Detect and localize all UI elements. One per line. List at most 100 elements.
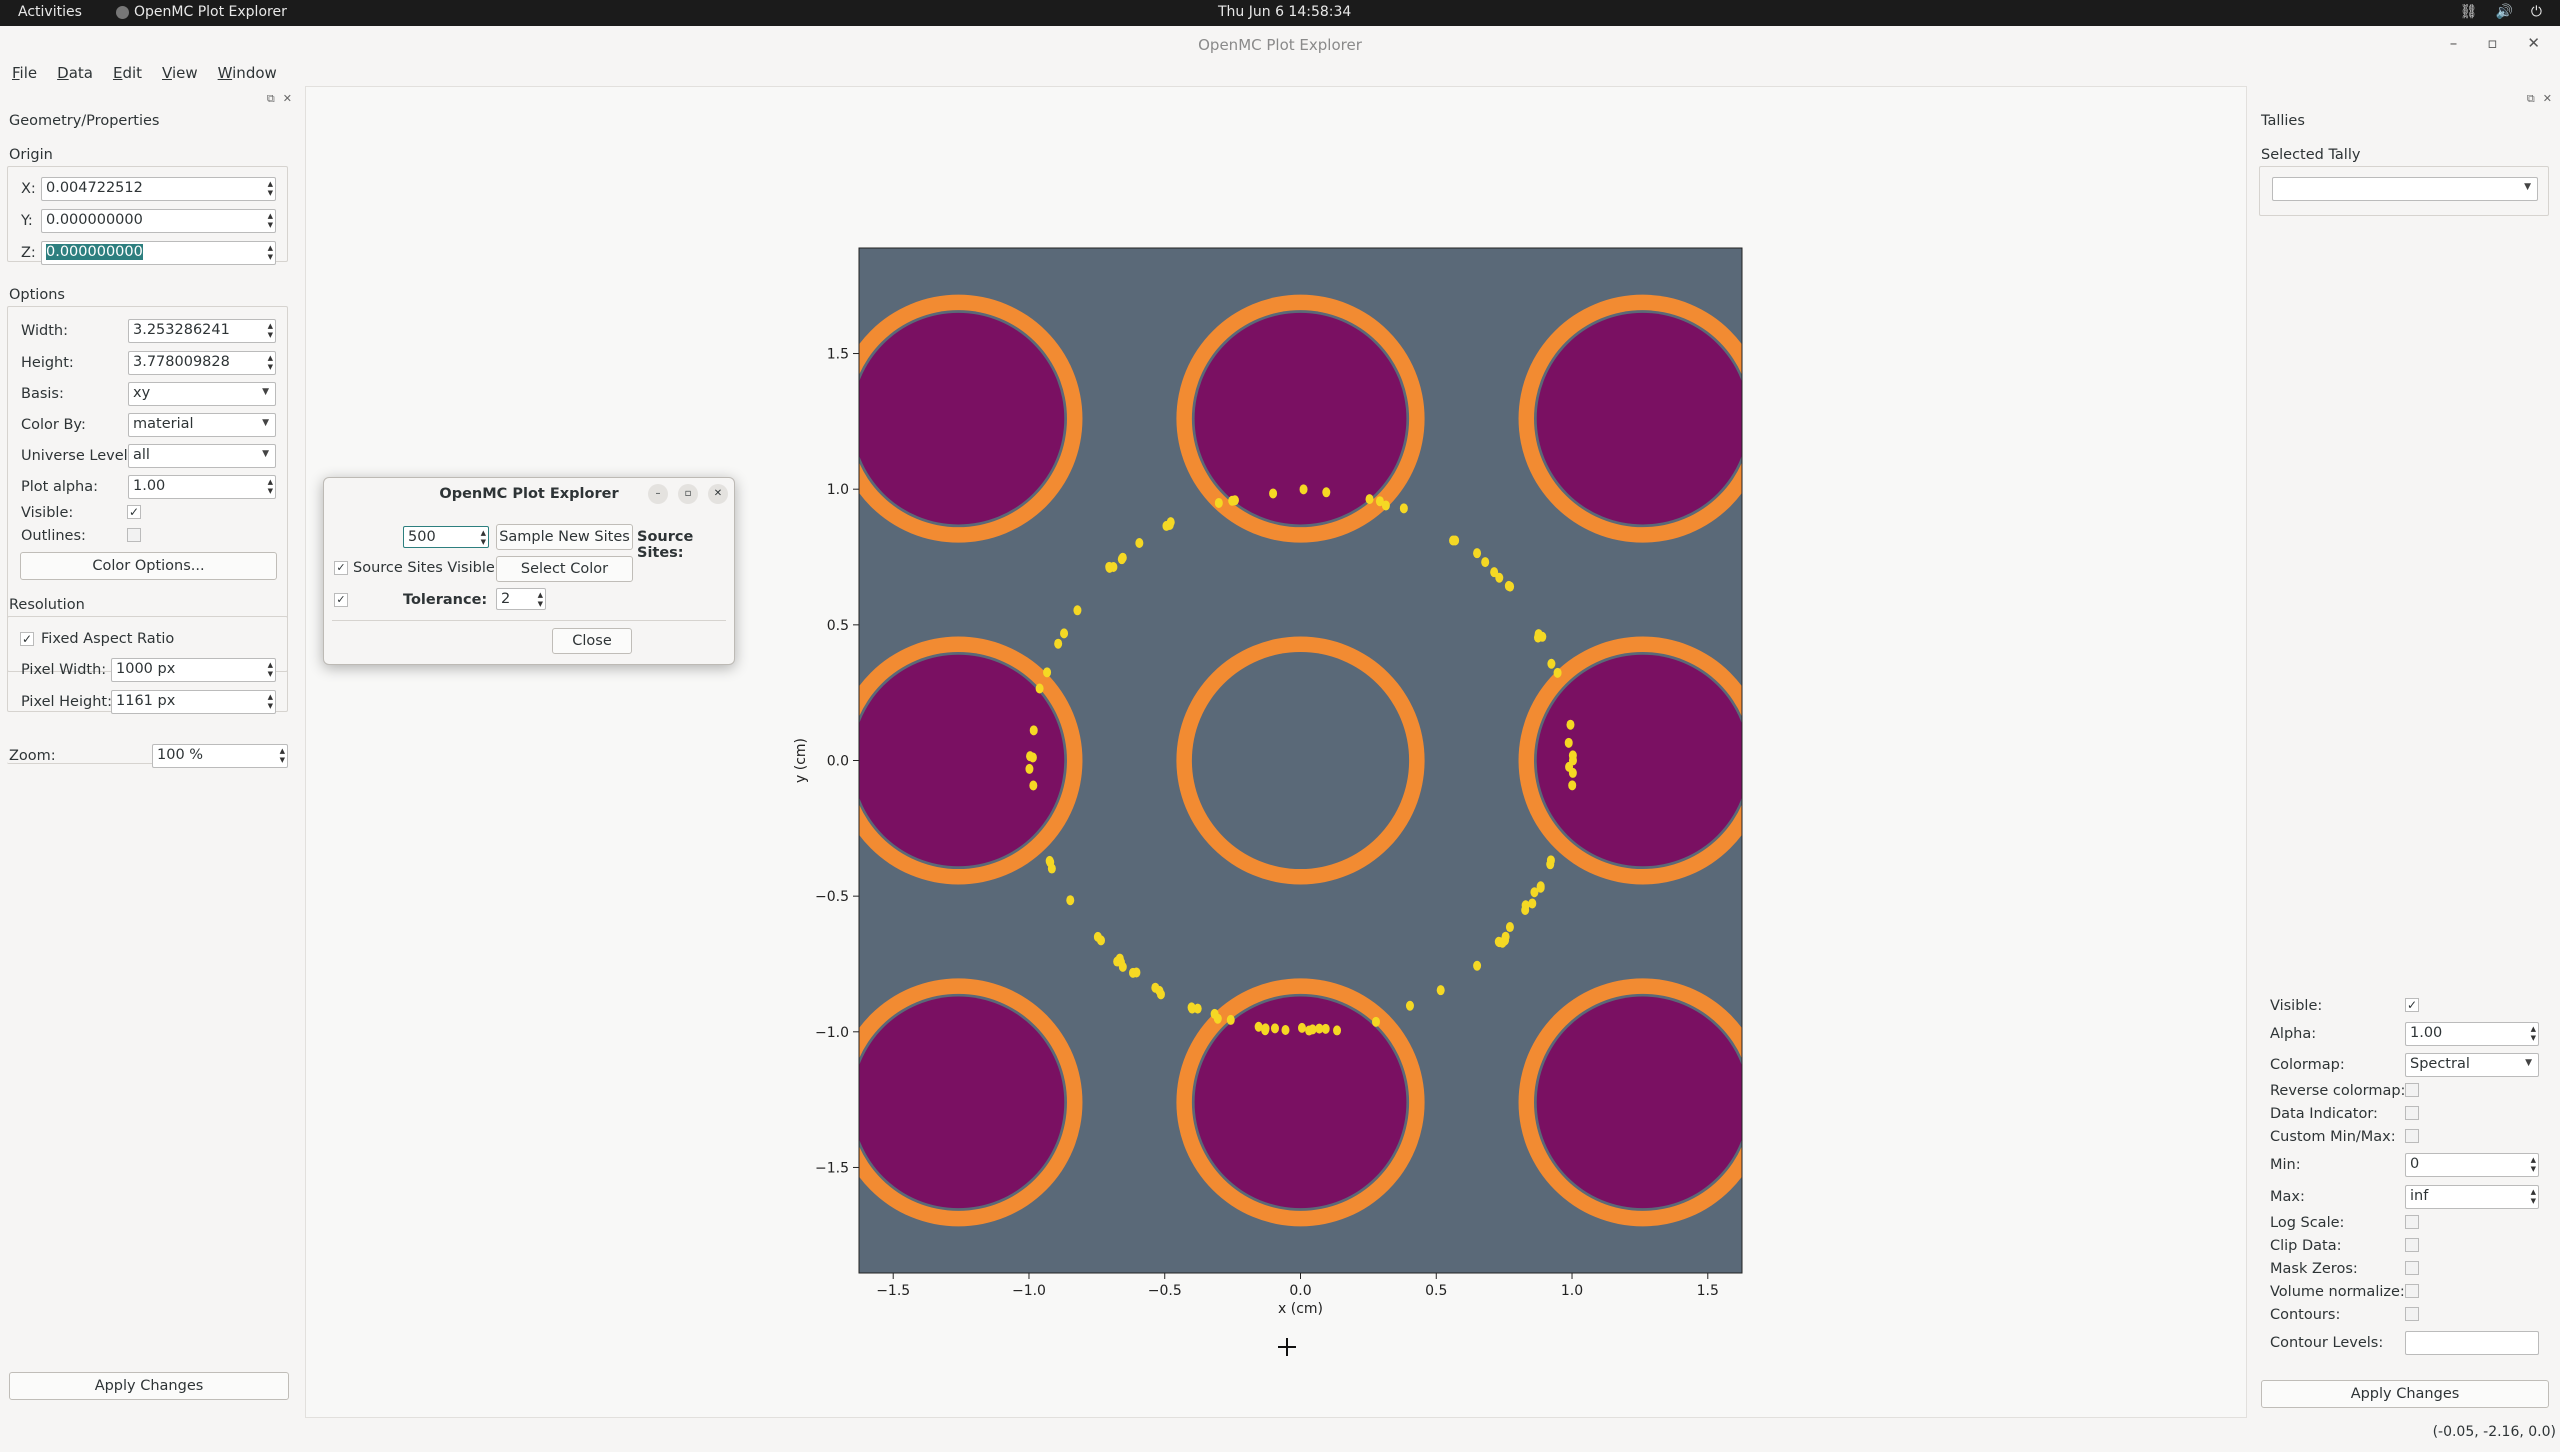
source-sites-label: Source Sites:	[637, 529, 734, 561]
system-tray[interactable]: ⛓ 🔊 ⏻	[2460, 4, 2542, 20]
pixel-height-input[interactable]: 1161 px▲▼	[111, 690, 276, 714]
spin-arrows-icon[interactable]: ▲▼	[481, 529, 486, 547]
width-input[interactable]: 3.253286241▲▼	[128, 319, 276, 343]
dialog-close-button[interactable]: Close	[552, 628, 632, 654]
tolerance-checkbox[interactable]: ✓	[334, 593, 348, 607]
visible-checkbox[interactable]: ✓	[127, 505, 141, 519]
outlines-checkbox[interactable]	[127, 528, 141, 542]
colorby-select[interactable]: material▼	[128, 413, 276, 437]
reverse-colormap-label: Reverse colormap:	[2270, 1083, 2405, 1099]
zoom-input[interactable]: 100 %▲▼	[152, 744, 288, 768]
sample-new-sites-button[interactable]: Sample New Sites	[496, 524, 633, 550]
source-site-point	[1569, 768, 1577, 778]
universe-label: Universe Level:	[21, 448, 133, 464]
dock-close-icon[interactable]: ✕	[283, 92, 292, 106]
float-icon[interactable]: ⧉	[267, 92, 275, 106]
y-tick-label: 0.0	[827, 754, 849, 770]
y-tick-label: −1.5	[815, 1160, 849, 1176]
activities-button[interactable]: Activities	[18, 4, 82, 20]
fixed-aspect-checkbox[interactable]: ✓	[20, 632, 34, 646]
source-sites-visible-checkbox[interactable]: ✓	[334, 561, 348, 575]
spin-arrows-icon[interactable]: ▲▼	[268, 212, 273, 230]
width-label: Width:	[21, 323, 68, 339]
height-input[interactable]: 3.778009828▲▼	[128, 351, 276, 375]
spin-arrows-icon[interactable]: ▲▼	[268, 322, 273, 340]
selected-tally-label: Selected Tally	[2261, 147, 2360, 163]
spin-arrows-icon[interactable]: ▲▼	[538, 591, 543, 609]
contour-levels-input[interactable]	[2405, 1331, 2539, 1355]
spin-arrows-icon[interactable]: ▲▼	[2531, 1025, 2536, 1043]
min-input[interactable]: 0▲▼	[2405, 1153, 2539, 1177]
spin-arrows-icon[interactable]: ▲▼	[268, 478, 273, 496]
basis-select[interactable]: xy▼	[128, 382, 276, 406]
spin-arrows-icon[interactable]: ▲▼	[268, 661, 273, 679]
spin-arrows-icon[interactable]: ▲▼	[268, 244, 273, 262]
apply-changes-button[interactable]: Apply Changes	[9, 1372, 289, 1400]
tolerance-input[interactable]: 2▲▼	[496, 588, 546, 610]
close-icon[interactable]: ✕	[708, 484, 728, 504]
origin-y-input[interactable]: 0.000000000▲▼	[41, 209, 276, 233]
maximize-icon[interactable]: ▫	[678, 484, 698, 504]
dock-close-icon[interactable]: ✕	[2543, 92, 2552, 106]
volume-icon[interactable]: 🔊	[2495, 4, 2512, 20]
color-options-button[interactable]: Color Options...	[20, 552, 277, 580]
mask-zeros-checkbox[interactable]	[2405, 1261, 2419, 1275]
source-site-point	[1135, 538, 1143, 548]
clock[interactable]: Thu Jun 6 14:58:34	[1218, 4, 1351, 20]
tally-visible-checkbox[interactable]: ✓	[2405, 998, 2419, 1012]
reverse-colormap-checkbox[interactable]	[2405, 1083, 2419, 1097]
source-site-point	[1043, 667, 1051, 677]
minimize-icon[interactable]: –	[648, 484, 668, 504]
tally-apply-changes-button[interactable]: Apply Changes	[2261, 1380, 2549, 1408]
log-scale-checkbox[interactable]	[2405, 1215, 2419, 1229]
data-indicator-checkbox[interactable]	[2405, 1106, 2419, 1120]
universe-select[interactable]: all▼	[128, 444, 276, 468]
power-icon[interactable]: ⏻	[2531, 4, 2542, 20]
tally-alpha-input[interactable]: 1.00▲▼	[2405, 1022, 2539, 1046]
source-site-point	[1473, 548, 1481, 558]
menu-window[interactable]: Window	[216, 64, 279, 86]
colormap-select[interactable]: Spectral▼	[2405, 1053, 2539, 1077]
spin-arrows-icon[interactable]: ▲▼	[280, 747, 285, 765]
menu-edit[interactable]: Edit	[111, 64, 144, 86]
source-site-point	[1506, 922, 1514, 932]
spin-arrows-icon[interactable]: ▲▼	[268, 354, 273, 372]
volume-normalize-checkbox[interactable]	[2405, 1284, 2419, 1298]
minimize-icon[interactable]: –	[2450, 34, 2458, 52]
source-site-point	[1333, 1025, 1341, 1035]
window-controls: – ▫ ✕	[2450, 34, 2540, 52]
float-icon[interactable]: ⧉	[2527, 92, 2535, 106]
dock-controls: ⧉ ✕	[267, 92, 292, 106]
max-input[interactable]: inf▲▼	[2405, 1185, 2539, 1209]
alpha-label: Plot alpha:	[21, 479, 98, 495]
source-site-point	[1569, 750, 1577, 760]
spin-arrows-icon[interactable]: ▲▼	[268, 180, 273, 198]
network-icon[interactable]: ⛓	[2460, 4, 2478, 20]
source-site-point	[1309, 1024, 1317, 1034]
spin-arrows-icon[interactable]: ▲▼	[268, 693, 273, 711]
fuel-pellet	[1537, 655, 1749, 867]
origin-z-input[interactable]: 0.000000000▲▼	[41, 241, 276, 265]
contours-checkbox[interactable]	[2405, 1307, 2419, 1321]
spin-arrows-icon[interactable]: ▲▼	[2531, 1156, 2536, 1174]
source-site-point	[1029, 780, 1037, 790]
origin-x-input[interactable]: 0.004722512▲▼	[41, 177, 276, 201]
source-sites-count-input[interactable]: 500▲▼	[403, 526, 489, 548]
clip-data-checkbox[interactable]	[2405, 1238, 2419, 1252]
plot-alpha-input[interactable]: 1.00▲▼	[128, 475, 276, 499]
spin-arrows-icon[interactable]: ▲▼	[2531, 1188, 2536, 1206]
menu-data[interactable]: Data	[55, 64, 95, 86]
selected-tally-select[interactable]: ▼	[2272, 177, 2538, 201]
source-site-point	[1271, 1023, 1279, 1033]
custom-minmax-checkbox[interactable]	[2405, 1129, 2419, 1143]
menu-view[interactable]: View	[160, 64, 200, 86]
select-color-button[interactable]: Select Color	[496, 556, 633, 582]
chevron-down-icon: ▼	[2524, 182, 2531, 192]
active-app-name[interactable]: OpenMC Plot Explorer	[134, 4, 287, 20]
maximize-icon[interactable]: ▫	[2487, 34, 2497, 52]
close-icon[interactable]: ✕	[2527, 34, 2540, 52]
menu-file[interactable]: File	[10, 64, 39, 86]
pixel-width-input[interactable]: 1000 px▲▼	[111, 658, 276, 682]
